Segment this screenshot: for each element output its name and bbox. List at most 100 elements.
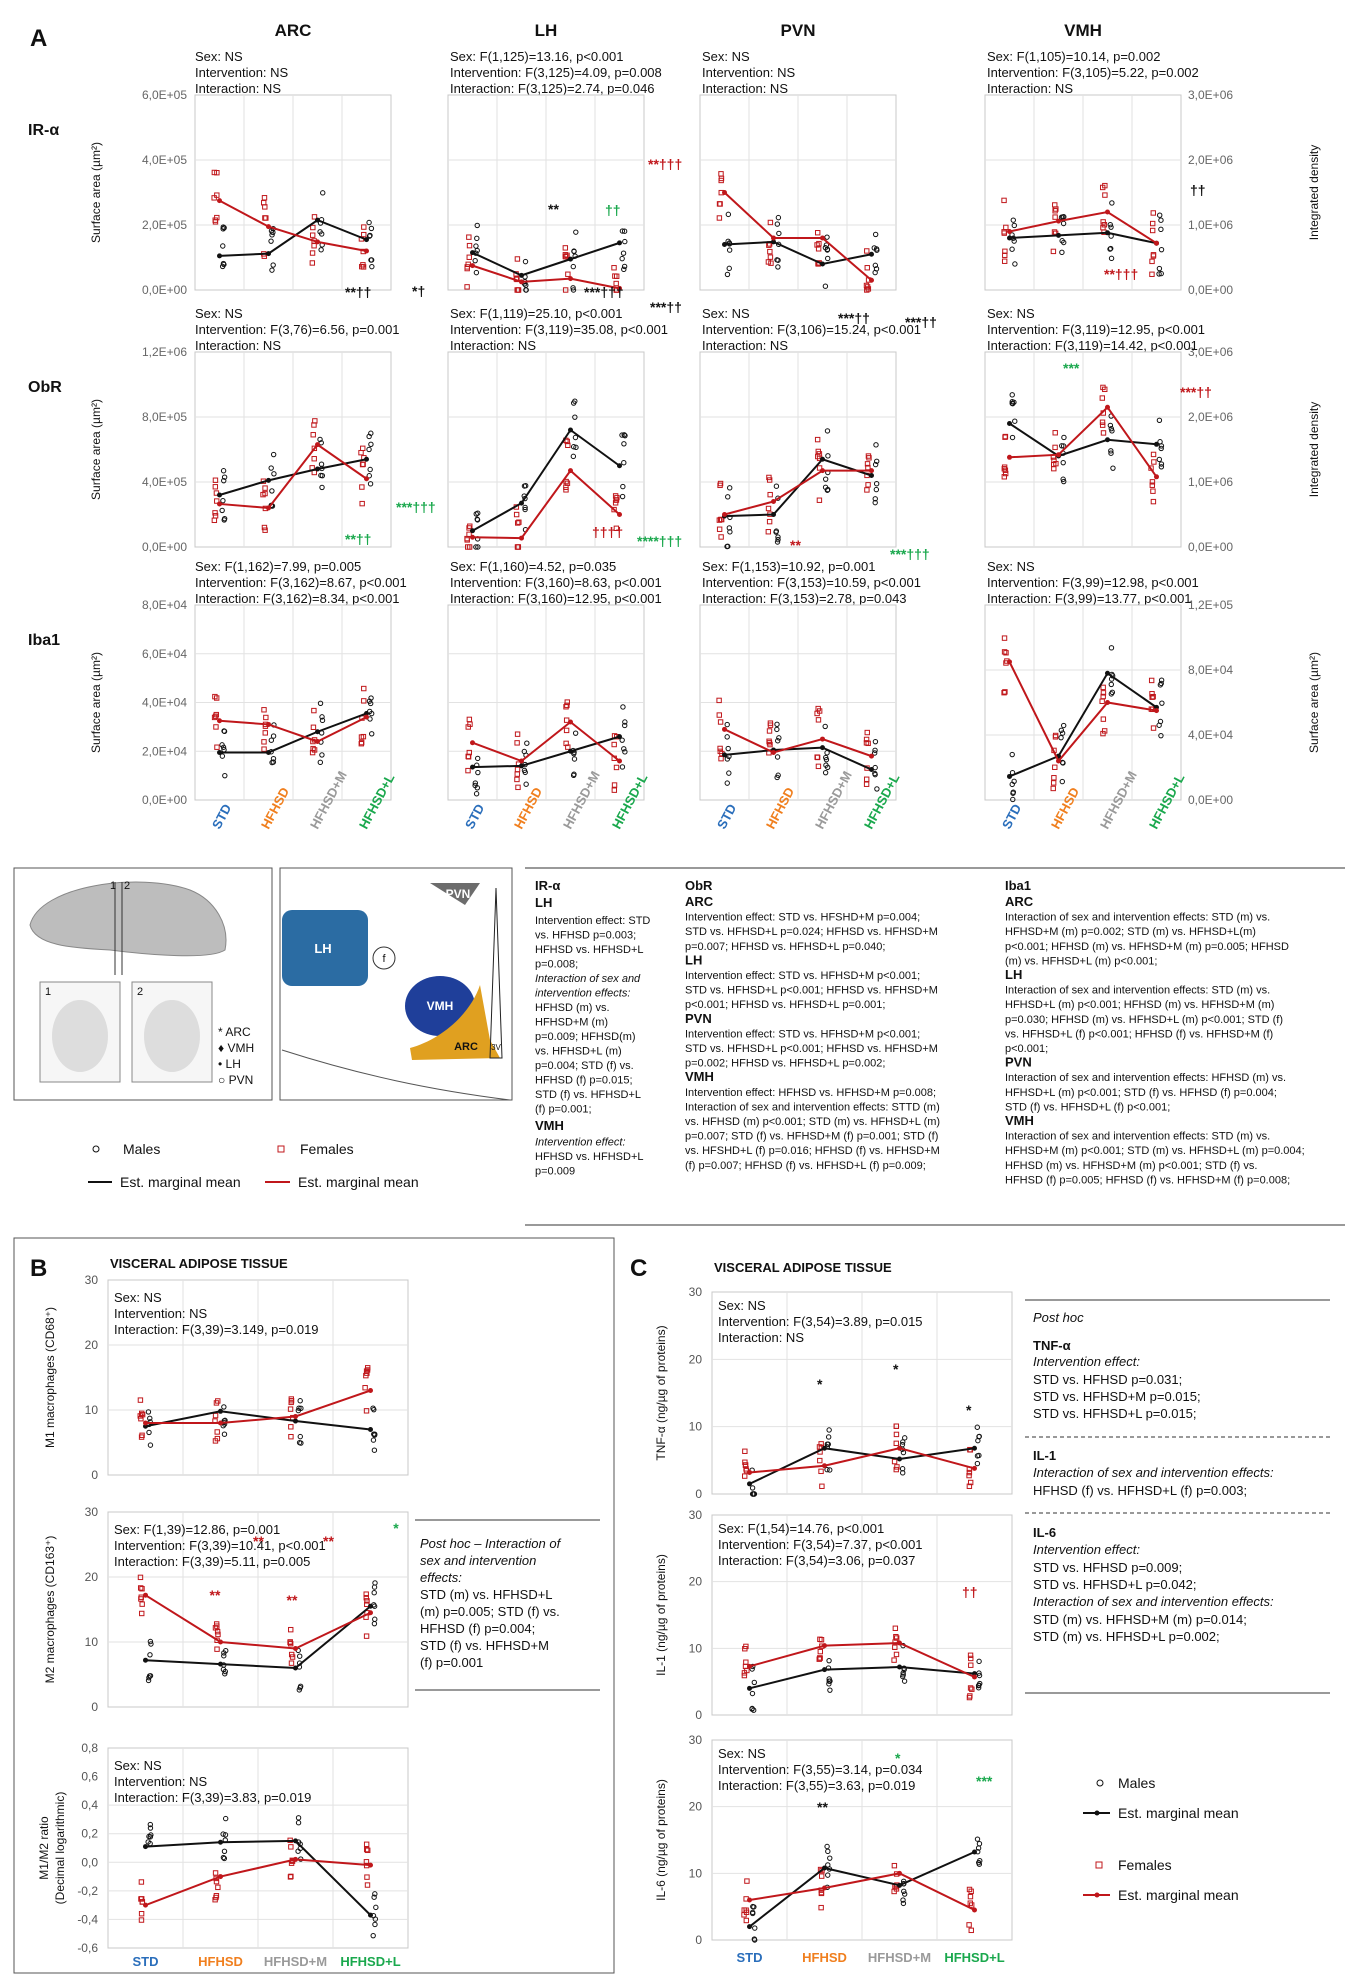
male-point [873, 266, 880, 272]
female-mean-point [470, 534, 475, 540]
female-point [1100, 684, 1106, 691]
male-point [522, 504, 528, 511]
y-tick: 20 [689, 1575, 703, 1589]
male-point [1012, 261, 1018, 267]
male-point [974, 1424, 980, 1430]
female-point [1099, 395, 1106, 401]
posthoc-line: p<0.001; [1005, 1043, 1048, 1055]
male-mean-line [472, 428, 621, 532]
male-point [726, 247, 733, 253]
male-point [319, 714, 325, 720]
male-point [827, 1467, 833, 1473]
y-tick: 0,0E+00 [142, 540, 187, 554]
male-mean-point [218, 1839, 223, 1845]
male-point [822, 769, 829, 776]
male-point [826, 1681, 832, 1687]
posthoc-line: vs. HFHSD (m) p<0.001; STD (m) vs. HFHSD… [685, 1116, 940, 1128]
female-point [818, 1441, 824, 1447]
posthoc-line: STD vs. HFHSD+L p<0.001; HFHSD vs. HFHSD… [685, 985, 938, 997]
female-point [564, 252, 570, 259]
male-point [521, 767, 528, 774]
male-point [147, 1652, 153, 1658]
stat-sex: Sex: NS [702, 49, 750, 64]
female-point [766, 738, 772, 744]
female-point [137, 1574, 144, 1581]
male-point [371, 1432, 378, 1438]
male-point [1009, 434, 1016, 441]
significance-mark: ***††† [584, 284, 624, 300]
male-mean-point [293, 1665, 298, 1671]
y-tick: 4,0E+04 [142, 696, 187, 710]
male-mean-point [1105, 437, 1110, 443]
male-mean-line [145, 1839, 372, 1916]
significance-mark: *** [976, 1773, 993, 1789]
female-point [815, 453, 821, 460]
male-mean-point [820, 745, 825, 751]
posthoc-sub: Interaction of sex and intervention effe… [1033, 1465, 1274, 1480]
female-point [138, 1596, 144, 1602]
female-mean-point [266, 224, 271, 230]
male-point [571, 756, 578, 762]
male-point [974, 1460, 981, 1467]
legend-label: Males [123, 1141, 160, 1157]
y-axis-title: M1 macrophages (CD68⁺) [43, 1307, 57, 1448]
female-point [1100, 716, 1107, 722]
male-point [523, 781, 529, 787]
posthoc-heading: PVN [1005, 1055, 1032, 1070]
female-point [814, 436, 821, 443]
female-point [716, 215, 723, 221]
male-point [1158, 732, 1164, 739]
y-tick: 30 [85, 1273, 99, 1287]
chart [699, 94, 897, 293]
female-point [364, 1874, 370, 1880]
female-mean-point [364, 476, 369, 482]
female-point [1001, 649, 1008, 655]
male-mean-point [822, 1667, 827, 1673]
female-point [814, 242, 820, 248]
y-axis-title-right: Integrated density [1307, 145, 1321, 240]
stat-interaction: Interaction: NS [987, 81, 1073, 96]
brain-box [13, 867, 273, 1101]
posthoc-line: p<0.001; HFHSD vs. HFHSD+L p=0.001; [685, 999, 885, 1011]
female-point [364, 1882, 371, 1888]
female-point [814, 754, 821, 761]
female-point [765, 505, 772, 512]
female-point [1051, 775, 1057, 781]
female-point [767, 219, 774, 226]
female-mean-line [219, 443, 368, 510]
female-point [611, 741, 617, 748]
panel-title: VISCERAL ADIPOSE TISSUE [110, 1256, 288, 1271]
male-point [367, 232, 373, 239]
female-mean-point [217, 718, 222, 724]
male-point [368, 430, 374, 436]
female-point [363, 1846, 370, 1853]
female-mean-line [219, 716, 367, 743]
female-mean-point [771, 499, 776, 504]
x-group-label: STD [209, 801, 234, 831]
x-group-label: HFHSD [511, 785, 545, 832]
panel-letter: B [30, 1255, 47, 1282]
female-point [1151, 459, 1157, 465]
female-point [1052, 430, 1058, 436]
significance-mark: *** [1063, 360, 1080, 376]
male-point [1059, 443, 1065, 449]
posthoc-line: vs. HFSHD+L (f) p=0.016; HFHSD (f) vs. H… [685, 1145, 940, 1157]
male-point [271, 471, 277, 477]
female-point [967, 1479, 974, 1486]
male-point [297, 1433, 303, 1440]
male-point [621, 459, 627, 466]
female-point [212, 513, 219, 519]
male-point [1010, 217, 1016, 223]
male-point [221, 1404, 227, 1410]
female-point [1052, 764, 1058, 770]
male-point [220, 1831, 226, 1837]
legend-label: Est. marginal mean [1118, 1887, 1239, 1903]
male-mean-point [217, 253, 222, 259]
female-point [968, 1927, 974, 1934]
male-point [570, 453, 577, 460]
female-point [741, 1672, 748, 1679]
male-point [148, 1832, 154, 1838]
y-tick: 30 [689, 1508, 703, 1522]
male-point [570, 400, 577, 406]
male-point [472, 257, 478, 264]
